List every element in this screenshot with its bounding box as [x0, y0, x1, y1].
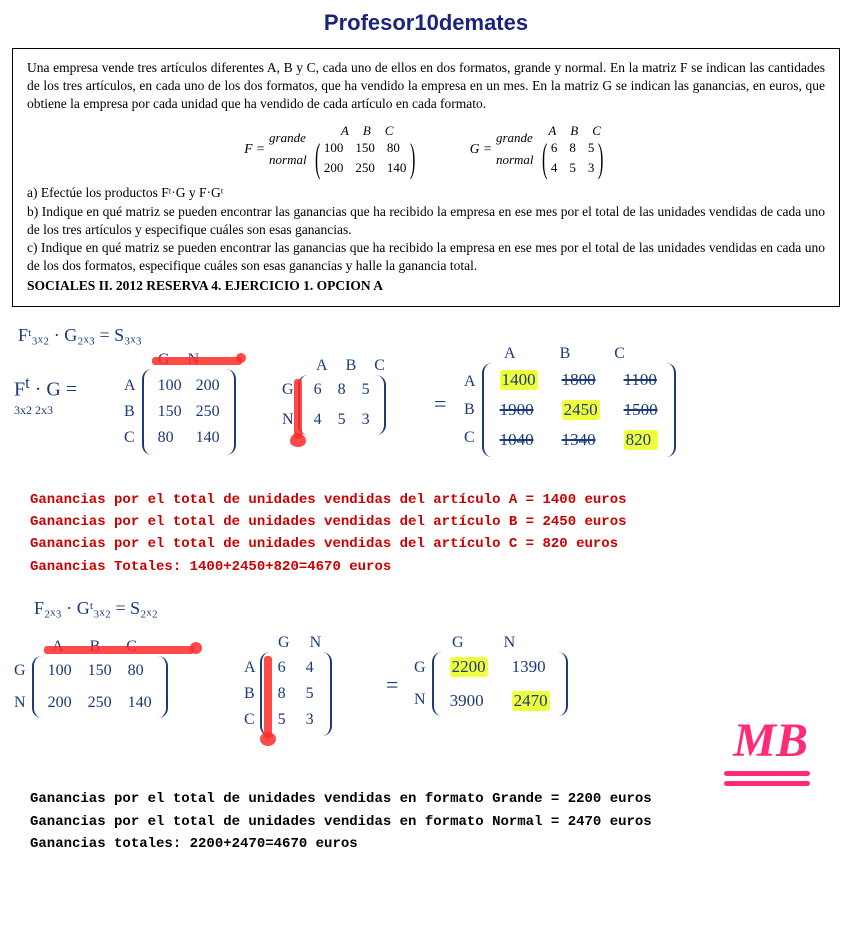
handwork-section-2: F₂ₓ₃ · Gᵗ₃ₓ₂ = S₂ₓ₂ ABC GN 10015080 2002… [14, 598, 838, 758]
question-a: a) Efectúe los productos Fᵗ·G y F·Gᵗ [27, 184, 825, 202]
matrix-definitions: F = grande normal A B C ( 10015080 20025… [27, 122, 825, 177]
problem-source: SOCIALES II. 2012 RESERVA 4. EJERCICIO 1… [27, 277, 825, 295]
answers-block-2: Ganancias por el total de unidades vendi… [30, 788, 852, 855]
problem-statement: Una empresa vende tres artículos diferen… [12, 48, 840, 307]
grade-mark: MB [733, 713, 808, 768]
handwork-section-1: Fᵗ₃ₓ₂ · G₂ₓ₃ = S₃ₓ₃ Ft · G = 3x2 2x3 GN … [14, 325, 838, 485]
question-c: c) Indique en qué matriz se pueden encon… [27, 239, 825, 275]
problem-intro: Una empresa vende tres artículos diferen… [27, 59, 825, 114]
answers-block-1: Ganancias por el total de unidades vendi… [30, 489, 852, 579]
eq-top-2: F₂ₓ₃ · Gᵗ₃ₓ₂ = S₂ₓ₂ [34, 598, 158, 619]
eq-top-1: Fᵗ₃ₓ₂ · G₂ₓ₃ = S₃ₓ₃ [18, 325, 142, 346]
page-title: Profesor10demates [0, 0, 852, 44]
question-b: b) Indique en qué matriz se pueden encon… [27, 203, 825, 239]
left-label-1: Ft · G = [14, 373, 77, 402]
